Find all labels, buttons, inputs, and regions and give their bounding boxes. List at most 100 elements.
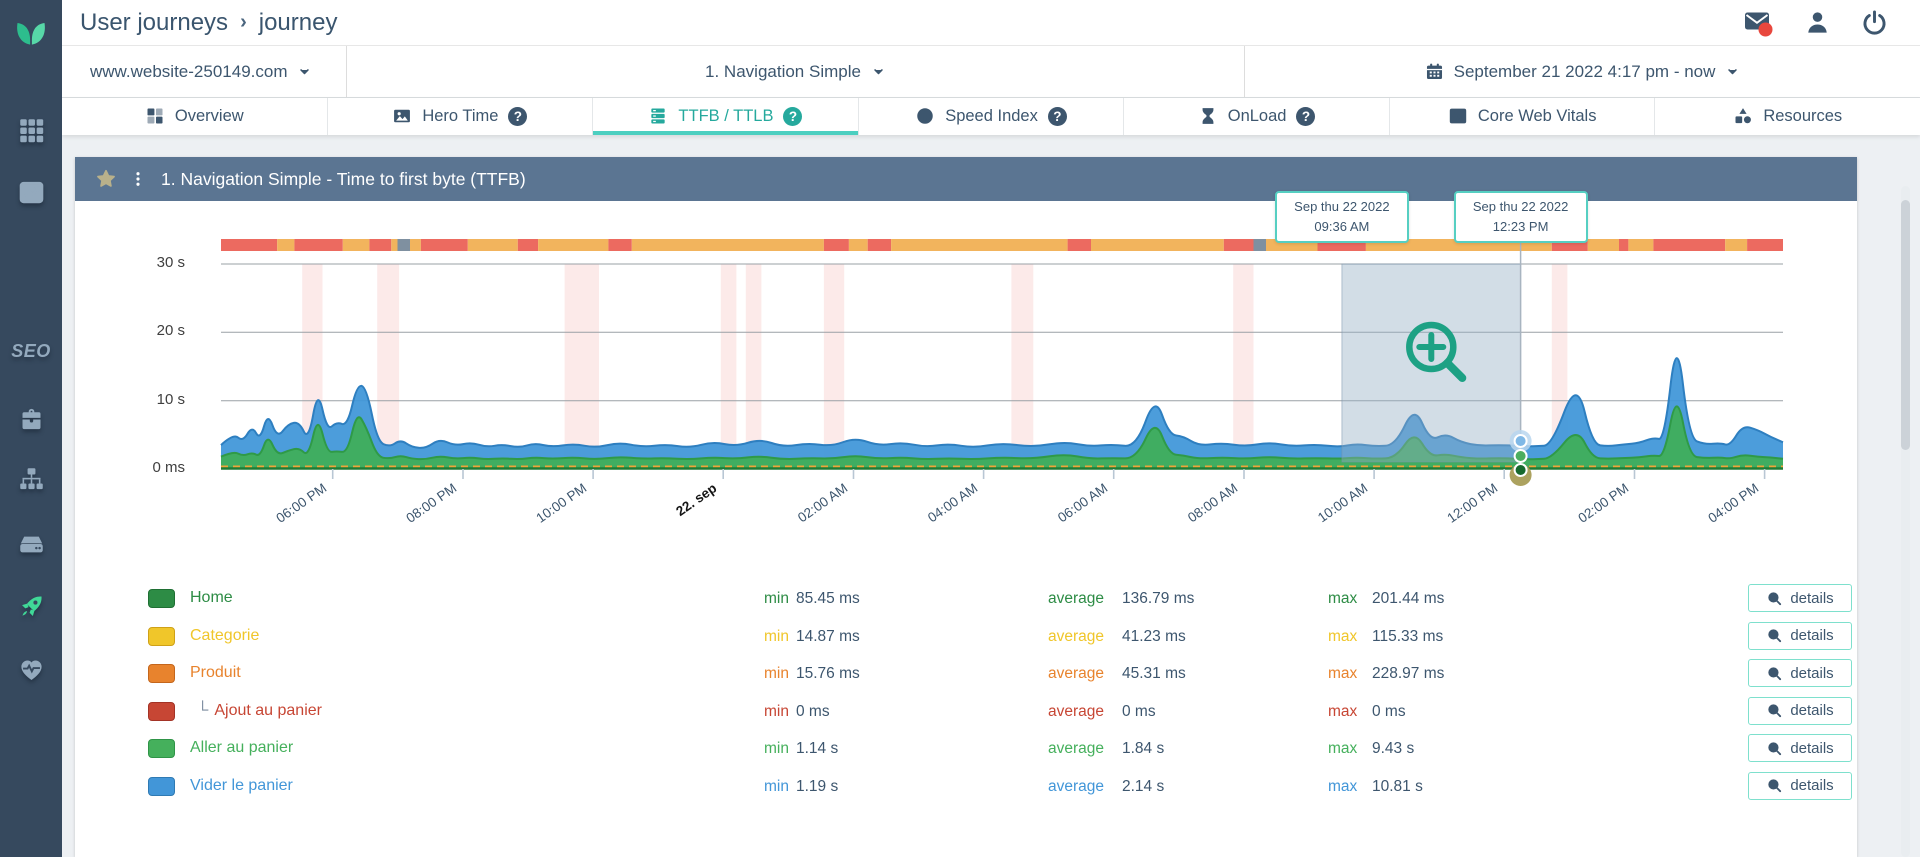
journey-selector[interactable]: 1. Navigation Simple (347, 46, 1245, 97)
tab-label: OnLoad (1227, 106, 1287, 125)
help-icon[interactable]: ? (1047, 106, 1067, 126)
help-icon[interactable]: ? (1296, 106, 1316, 126)
legend-stat-value: 136.79 ms (1122, 590, 1195, 607)
tooltip-date: Sep thu 22 2022 (1472, 199, 1569, 214)
legend-swatch[interactable] (148, 589, 175, 608)
details-button[interactable]: details (1748, 696, 1852, 725)
scrollbar[interactable] (1901, 186, 1910, 857)
rocket-icon (18, 593, 45, 620)
legend-series-name[interactable]: Vider le panier (190, 776, 293, 794)
legend-series-name[interactable]: Produit (190, 664, 241, 681)
line-chart-icon (18, 179, 45, 206)
y-axis-label: 20 s (156, 322, 185, 340)
details-button[interactable]: details (1748, 659, 1852, 687)
legend-stat-value: 1.19 s (796, 777, 839, 795)
kebab-menu-icon[interactable] (129, 170, 147, 188)
sidebar-item-briefcase[interactable] (0, 406, 62, 433)
tab-hero-time[interactable]: Hero Time? (328, 97, 594, 135)
details-button[interactable]: details (1748, 734, 1852, 762)
legend-swatch[interactable] (148, 626, 175, 646)
legend-swatch[interactable] (148, 664, 175, 683)
legend-stat-value: 1.14 s (796, 740, 839, 757)
legend-stat-label: min (764, 665, 789, 682)
breadcrumb-section: User journeys (80, 8, 229, 36)
sidebar-item-heart-pulse[interactable] (0, 656, 62, 683)
hero-time-icon (392, 106, 412, 126)
sidebar-item-line-chart[interactable] (0, 179, 62, 206)
breadcrumb-page: journey (258, 8, 338, 36)
date-range-label: September 21 2022 4:17 pm - now (1453, 61, 1716, 81)
scrollbar-thumb[interactable] (1901, 200, 1910, 450)
y-axis-label: 0 ms (152, 459, 185, 476)
details-button[interactable]: details (1748, 584, 1852, 612)
mail-icon[interactable] (1744, 8, 1774, 38)
legend-row: Aller au panier min 1.14 s average 1.84 s max… (75, 731, 1857, 769)
chevron-down-icon (871, 64, 886, 79)
legend-swatch[interactable] (148, 776, 175, 796)
legend-stat-value: 9.43 s (1372, 740, 1415, 757)
star-icon[interactable] (95, 168, 117, 190)
details-button[interactable]: details (1748, 771, 1852, 800)
details-button[interactable]: details (1748, 621, 1852, 650)
main-column: User journeys › journey (62, 0, 1920, 857)
zoom-in-icon (1406, 321, 1467, 382)
legend-stat-value: 14.87 ms (796, 627, 860, 645)
details-button-label: details (1790, 777, 1834, 794)
magnifier-plus-icon (1766, 590, 1783, 607)
sidebar: SEO (0, 0, 62, 857)
site-selector[interactable]: www.website-250149.com (62, 46, 347, 97)
legend-series-name[interactable]: └ Ajout au panier (197, 701, 322, 719)
legend-stat-label: min (764, 702, 789, 720)
overview-icon (145, 106, 165, 126)
legend-series-name[interactable]: Home (190, 589, 233, 606)
help-icon[interactable]: ? (783, 106, 803, 126)
sidebar-item-seo[interactable]: SEO (0, 341, 62, 362)
sidebar-item-rocket[interactable] (0, 593, 62, 620)
legend-swatch[interactable] (148, 739, 175, 758)
user-icon[interactable] (1804, 9, 1831, 36)
tab-core-web-vitals[interactable]: Core Web Vitals (1390, 97, 1656, 135)
tab-ttfb-ttlb[interactable]: TTFB / TTLB? (593, 97, 859, 136)
sidebar-item-grid[interactable] (0, 117, 62, 144)
chart-panel: 1. Navigation Simple - Time to first byt… (75, 157, 1857, 857)
calendar-icon (1425, 62, 1444, 81)
legend-series-name[interactable]: Categorie (190, 626, 260, 644)
leaf-logo-icon (17, 22, 45, 45)
sidebar-item-server[interactable] (0, 531, 62, 558)
legend-stat-label: max (1328, 590, 1358, 607)
legend-stat-value: 10.81 s (1372, 777, 1423, 795)
tab-label: Core Web Vitals (1477, 106, 1597, 125)
magnifier-plus-icon (1766, 702, 1783, 719)
legend-series-name[interactable]: Aller au panier (190, 739, 294, 756)
details-button-label: details (1790, 589, 1834, 607)
tooltip-time: 12:23 PM (1492, 219, 1549, 235)
indent-glyph: └ (197, 701, 209, 719)
tab-speed-index[interactable]: Speed Index? (859, 97, 1125, 135)
sidebar-item-sitemap[interactable] (0, 466, 62, 493)
tab-label: TTFB / TTLB (678, 106, 774, 125)
legend-swatch[interactable] (148, 701, 175, 721)
y-axis-label: 10 s (156, 390, 185, 408)
legend-stat-value: 0 ms (1372, 702, 1406, 720)
breadcrumb-separator: › (240, 11, 247, 34)
chart-plot[interactable] (220, 239, 1784, 491)
tabs-bar: Overview Hero Time? TTFB / TTLB? Speed Inde… (62, 97, 1920, 136)
heart-pulse-icon (18, 656, 45, 683)
power-icon[interactable] (1861, 9, 1888, 36)
tab-label: Overview (174, 106, 244, 125)
legend-stat-label: min (764, 777, 789, 795)
speed-index-icon (915, 106, 935, 126)
tab-overview[interactable]: Overview (62, 97, 328, 135)
help-icon[interactable]: ? (508, 106, 528, 126)
grid-icon (18, 117, 45, 144)
legend-stat-label: average (1048, 702, 1105, 720)
tab-onload[interactable]: OnLoad? (1124, 97, 1390, 135)
app-logo[interactable] (0, 0, 62, 63)
legend-stat-value: 115.33 ms (1372, 627, 1444, 645)
date-range-selector[interactable]: September 21 2022 4:17 pm - now (1245, 46, 1920, 97)
legend-stat-label: average (1048, 777, 1105, 795)
briefcase-icon (18, 406, 45, 433)
tab-resources[interactable]: Resources (1655, 98, 1920, 135)
sidebar-seo-label: SEO (11, 341, 51, 361)
